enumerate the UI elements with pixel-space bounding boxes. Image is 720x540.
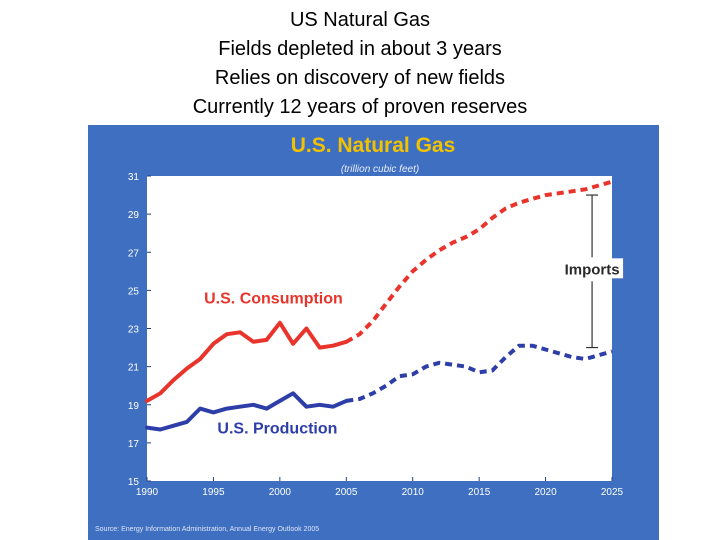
- y-tick-label: 19: [128, 401, 140, 412]
- x-tick-label: 2000: [269, 487, 292, 498]
- production-label: U.S. Production: [217, 420, 337, 437]
- consumption-projected-line: [345, 179, 613, 344]
- y-tick-label: 31: [128, 172, 140, 183]
- x-tick-label: 1995: [202, 487, 225, 498]
- source-note: Source: Energy Information Administratio…: [95, 526, 319, 533]
- chart-title: U.S. Natural Gas: [291, 134, 456, 157]
- y-tick-label: 21: [128, 363, 140, 374]
- slide-title-line-4: Currently 12 years of proven reserves: [192, 96, 528, 118]
- x-tick-label: 2015: [468, 487, 491, 498]
- x-tick-label: 2025: [601, 487, 624, 498]
- x-tick-label: 2020: [534, 487, 557, 498]
- consumption-historical-line: [145, 320, 349, 403]
- slide-title-line-1: US Natural Gas: [289, 9, 431, 31]
- production-projected-line: [346, 343, 613, 403]
- production-historical-line: [145, 391, 349, 432]
- x-tick-label: 1990: [136, 487, 159, 498]
- consumption-label: U.S. Consumption: [204, 291, 343, 308]
- y-tick-label: 17: [128, 439, 140, 450]
- x-tick-label: 2005: [335, 487, 358, 498]
- x-tick-label: 2010: [402, 487, 425, 498]
- x-axis: 1990 1995 2000 2005 2010 2015 2020 2025: [136, 477, 624, 498]
- plot-area: [147, 176, 612, 481]
- y-tick-label: 29: [128, 210, 140, 221]
- y-tick-label: 25: [128, 286, 140, 297]
- y-tick-label: 27: [128, 248, 140, 259]
- imports-label: Imports: [565, 261, 620, 278]
- y-tick-label: 23: [128, 325, 140, 336]
- y-tick-label: 15: [128, 477, 140, 488]
- series-layer: [145, 179, 613, 432]
- y-axis: 15 17 19 21 23 25 27 29 31: [128, 172, 151, 488]
- chart-units: (trillion cubic feet): [341, 164, 419, 175]
- slide-title-line-2: Fields depleted in about 3 years: [218, 38, 502, 60]
- annotation-layer: Imports: [561, 194, 624, 349]
- slide-title: US Natural Gas Fields depleted in about …: [0, 6, 720, 122]
- slide-title-line-3: Relies on discovery of new fields: [214, 67, 506, 89]
- imports-label-bg: [561, 258, 624, 279]
